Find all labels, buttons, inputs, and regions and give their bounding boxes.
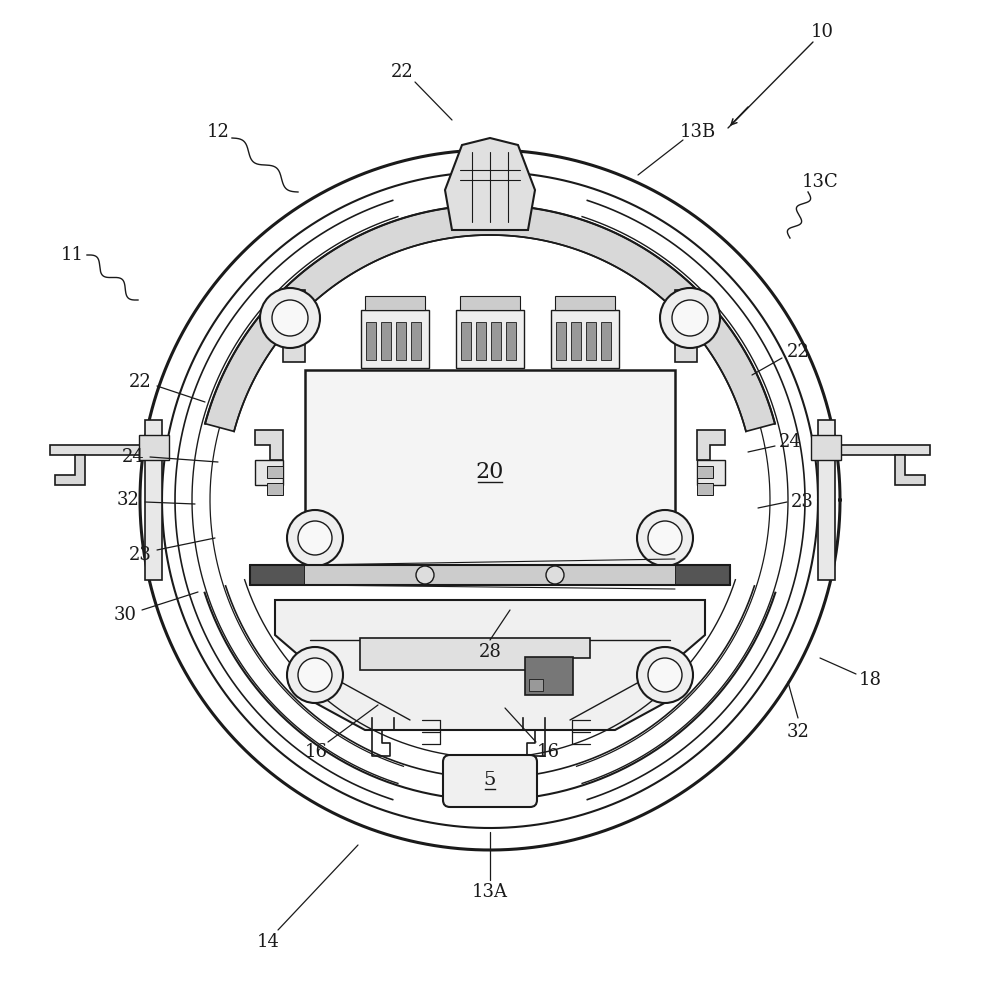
Text: 13A: 13A — [472, 883, 508, 901]
Circle shape — [672, 300, 708, 336]
Text: 23: 23 — [129, 546, 151, 564]
Polygon shape — [675, 290, 697, 362]
Circle shape — [648, 658, 682, 692]
Text: 11: 11 — [60, 246, 83, 264]
Circle shape — [298, 658, 332, 692]
Text: 12: 12 — [207, 123, 230, 141]
Bar — [361, 310, 429, 368]
Text: 32: 32 — [117, 491, 140, 509]
Text: 5: 5 — [484, 771, 496, 789]
Circle shape — [648, 521, 682, 555]
Polygon shape — [250, 565, 305, 585]
Circle shape — [287, 510, 343, 566]
Polygon shape — [305, 565, 675, 585]
Polygon shape — [255, 460, 283, 485]
Polygon shape — [275, 600, 705, 730]
Bar — [586, 322, 596, 360]
Text: 23: 23 — [791, 493, 814, 511]
Circle shape — [637, 647, 693, 703]
Bar — [506, 322, 516, 360]
Text: 10: 10 — [811, 23, 834, 41]
Bar — [491, 322, 501, 360]
Bar — [697, 483, 713, 495]
Polygon shape — [811, 435, 841, 460]
Bar — [366, 322, 376, 360]
Bar — [365, 296, 425, 310]
Circle shape — [287, 647, 343, 703]
Bar — [461, 322, 471, 360]
Text: 22: 22 — [129, 373, 151, 391]
Text: 13C: 13C — [802, 173, 839, 191]
Bar — [555, 296, 615, 310]
FancyBboxPatch shape — [443, 755, 537, 807]
Text: 22: 22 — [787, 343, 810, 361]
Bar — [601, 322, 611, 360]
Polygon shape — [835, 445, 930, 455]
Text: 16: 16 — [305, 743, 328, 761]
Bar — [476, 322, 486, 360]
Text: 24: 24 — [122, 448, 145, 466]
Polygon shape — [360, 638, 590, 670]
Bar — [697, 466, 713, 478]
Circle shape — [660, 288, 720, 348]
Bar — [396, 322, 406, 360]
Polygon shape — [697, 430, 725, 460]
Bar — [267, 483, 283, 495]
Circle shape — [546, 566, 564, 584]
Polygon shape — [55, 455, 85, 485]
Polygon shape — [255, 430, 283, 460]
Bar — [456, 310, 524, 368]
Bar — [267, 466, 283, 478]
Polygon shape — [675, 565, 730, 585]
Polygon shape — [50, 445, 145, 455]
Polygon shape — [697, 460, 725, 485]
Text: 28: 28 — [478, 643, 502, 661]
Bar — [551, 310, 619, 368]
Text: 13B: 13B — [680, 123, 716, 141]
Polygon shape — [283, 290, 305, 362]
Circle shape — [260, 288, 320, 348]
Text: 16: 16 — [537, 743, 559, 761]
Circle shape — [272, 300, 308, 336]
Bar — [411, 322, 421, 360]
Text: 24: 24 — [778, 433, 801, 451]
Bar — [571, 322, 581, 360]
Bar — [381, 322, 391, 360]
Polygon shape — [305, 370, 675, 575]
Circle shape — [416, 566, 434, 584]
Text: 22: 22 — [391, 63, 414, 81]
Text: 30: 30 — [114, 606, 137, 624]
Text: 14: 14 — [256, 933, 279, 951]
Polygon shape — [139, 435, 169, 460]
Text: 32: 32 — [787, 723, 810, 741]
Polygon shape — [205, 205, 775, 431]
Polygon shape — [445, 138, 535, 230]
Bar — [529, 679, 543, 691]
Circle shape — [637, 510, 693, 566]
Polygon shape — [145, 420, 162, 580]
Bar — [525, 657, 573, 695]
Text: 18: 18 — [858, 671, 881, 689]
Polygon shape — [818, 420, 835, 580]
Polygon shape — [895, 455, 925, 485]
Bar — [460, 296, 520, 310]
Text: 20: 20 — [476, 461, 504, 483]
Bar — [556, 322, 566, 360]
Circle shape — [298, 521, 332, 555]
